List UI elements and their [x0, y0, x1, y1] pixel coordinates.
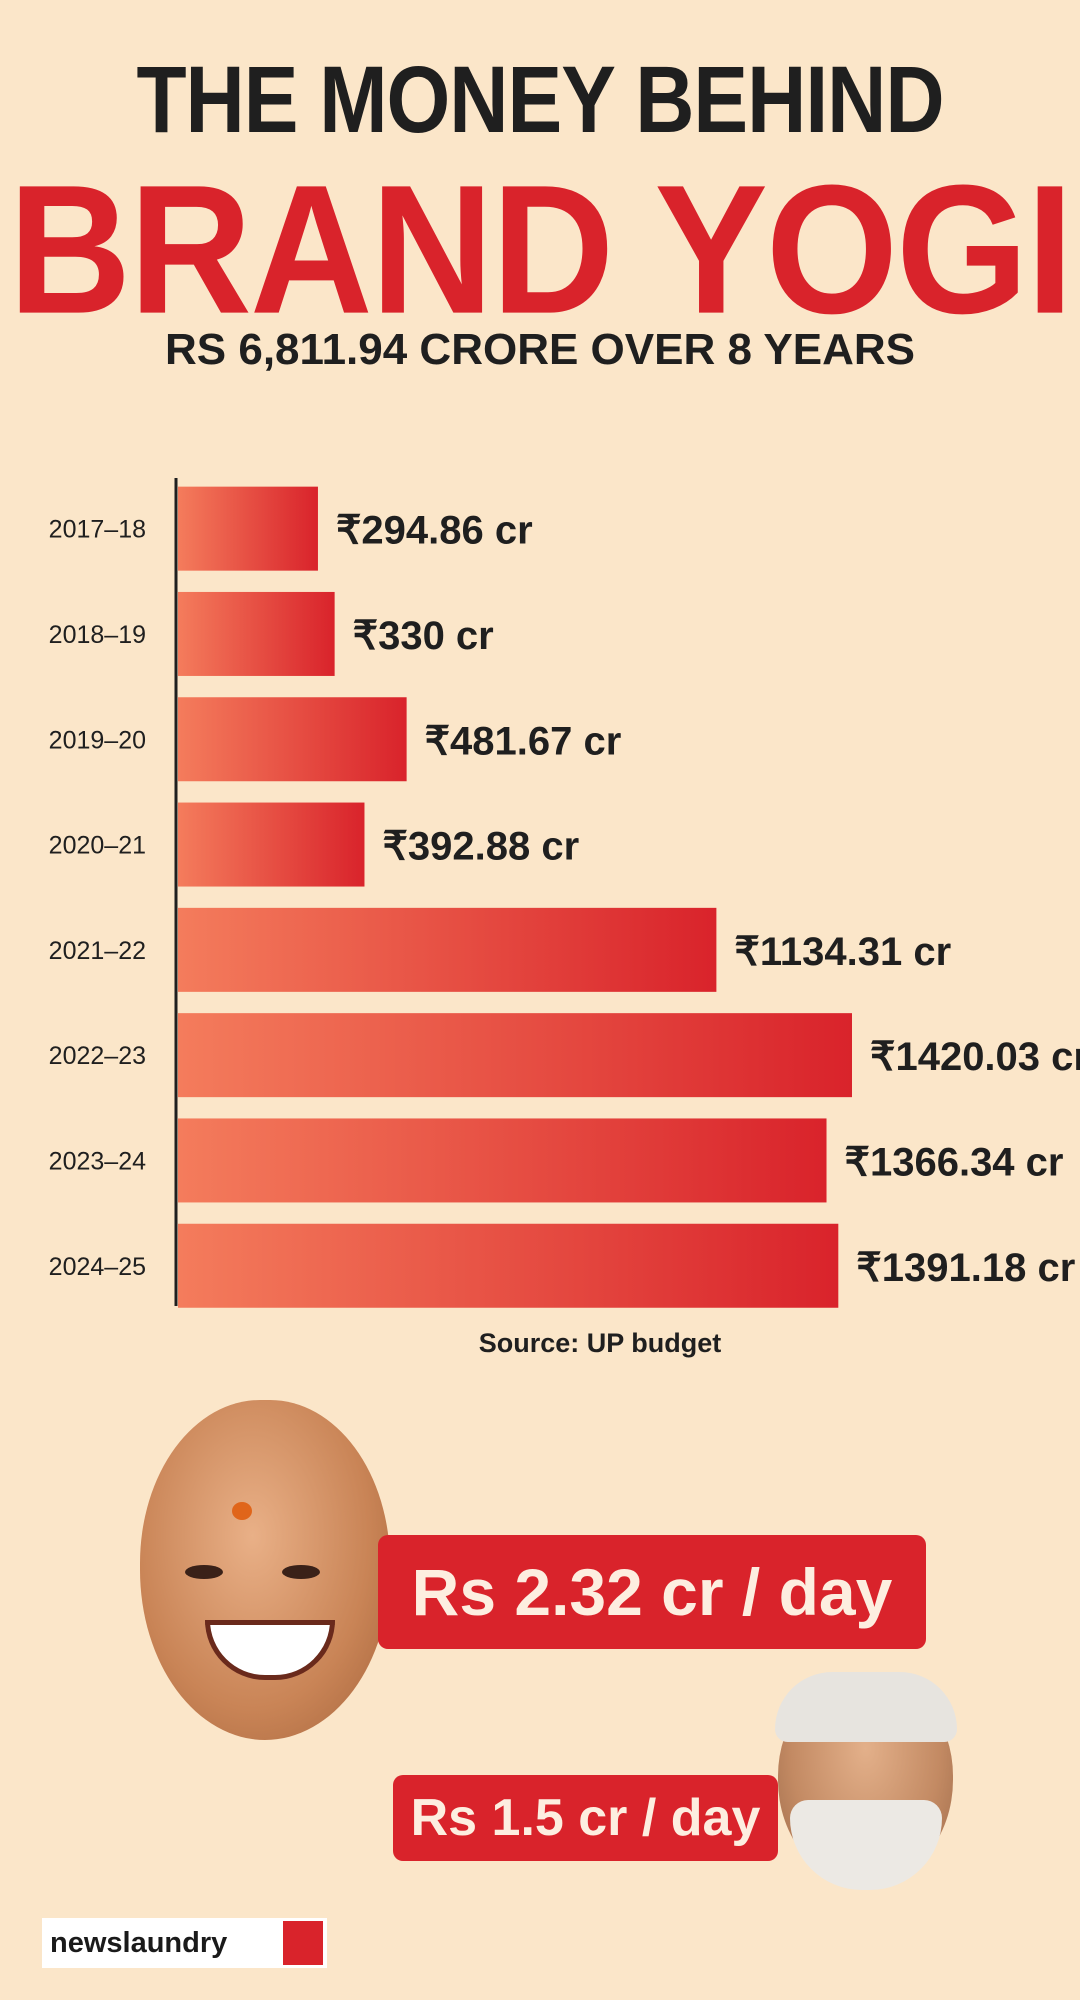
modi-per-day-badge: Rs 1.5 cr / day: [393, 1775, 778, 1861]
logo-text: newslaundry: [50, 1926, 228, 1959]
category-label: 2019–20: [49, 726, 146, 754]
value-label: ₹1134.31 cr: [734, 930, 951, 974]
bar-2019–20: [178, 697, 407, 782]
title-line-1: THE MONEY BEHIND: [136, 48, 944, 153]
yogi-face-image: [140, 1400, 390, 1740]
value-label: ₹1420.03 cr: [870, 1035, 1080, 1079]
bar-2021–22: [178, 907, 717, 992]
tilak-mark: [232, 1502, 252, 1520]
bar-2018–19: [178, 591, 335, 676]
bar-2020–21: [178, 802, 365, 887]
value-label: ₹1366.34 cr: [845, 1140, 1064, 1184]
title-line-2: BRAND YOGI: [8, 147, 1073, 353]
modi-hair: [775, 1672, 957, 1742]
category-label: 2021–22: [49, 937, 146, 965]
category-label: 2020–21: [49, 832, 146, 860]
bar-chart: 2017–18 ₹294.86 cr 2018–19 ₹330 cr 2019–20 ₹4…: [49, 478, 1080, 1308]
newslaundry-logo: newslaundry: [42, 1918, 327, 1968]
subtitle: RS 6,811.94 CRORE OVER 8 YEARS: [165, 325, 915, 374]
category-label: 2017–18: [49, 516, 146, 544]
value-label: ₹330 cr: [353, 614, 494, 658]
bar-2024–25: [178, 1223, 839, 1308]
value-label: ₹481.67 cr: [425, 719, 622, 763]
bar-2022–23: [178, 1013, 852, 1098]
value-label: ₹294.86 cr: [336, 509, 533, 553]
bar-2023–24: [178, 1118, 827, 1203]
modi-beard: [790, 1800, 942, 1890]
left-eye: [185, 1565, 223, 1579]
category-label: 2023–24: [49, 1147, 146, 1175]
value-label: ₹1391.18 cr: [856, 1246, 1075, 1290]
right-eye: [282, 1565, 320, 1579]
category-label: 2022–23: [49, 1042, 146, 1070]
source-note: Source: UP budget: [478, 1328, 722, 1358]
bar-2017–18: [178, 486, 318, 571]
category-label: 2018–19: [49, 621, 146, 649]
value-label: ₹392.88 cr: [382, 825, 579, 869]
category-label: 2024–25: [49, 1253, 146, 1281]
logo-mark-icon: [283, 1921, 323, 1965]
yogi-per-day-badge: Rs 2.32 cr / day: [378, 1535, 926, 1649]
